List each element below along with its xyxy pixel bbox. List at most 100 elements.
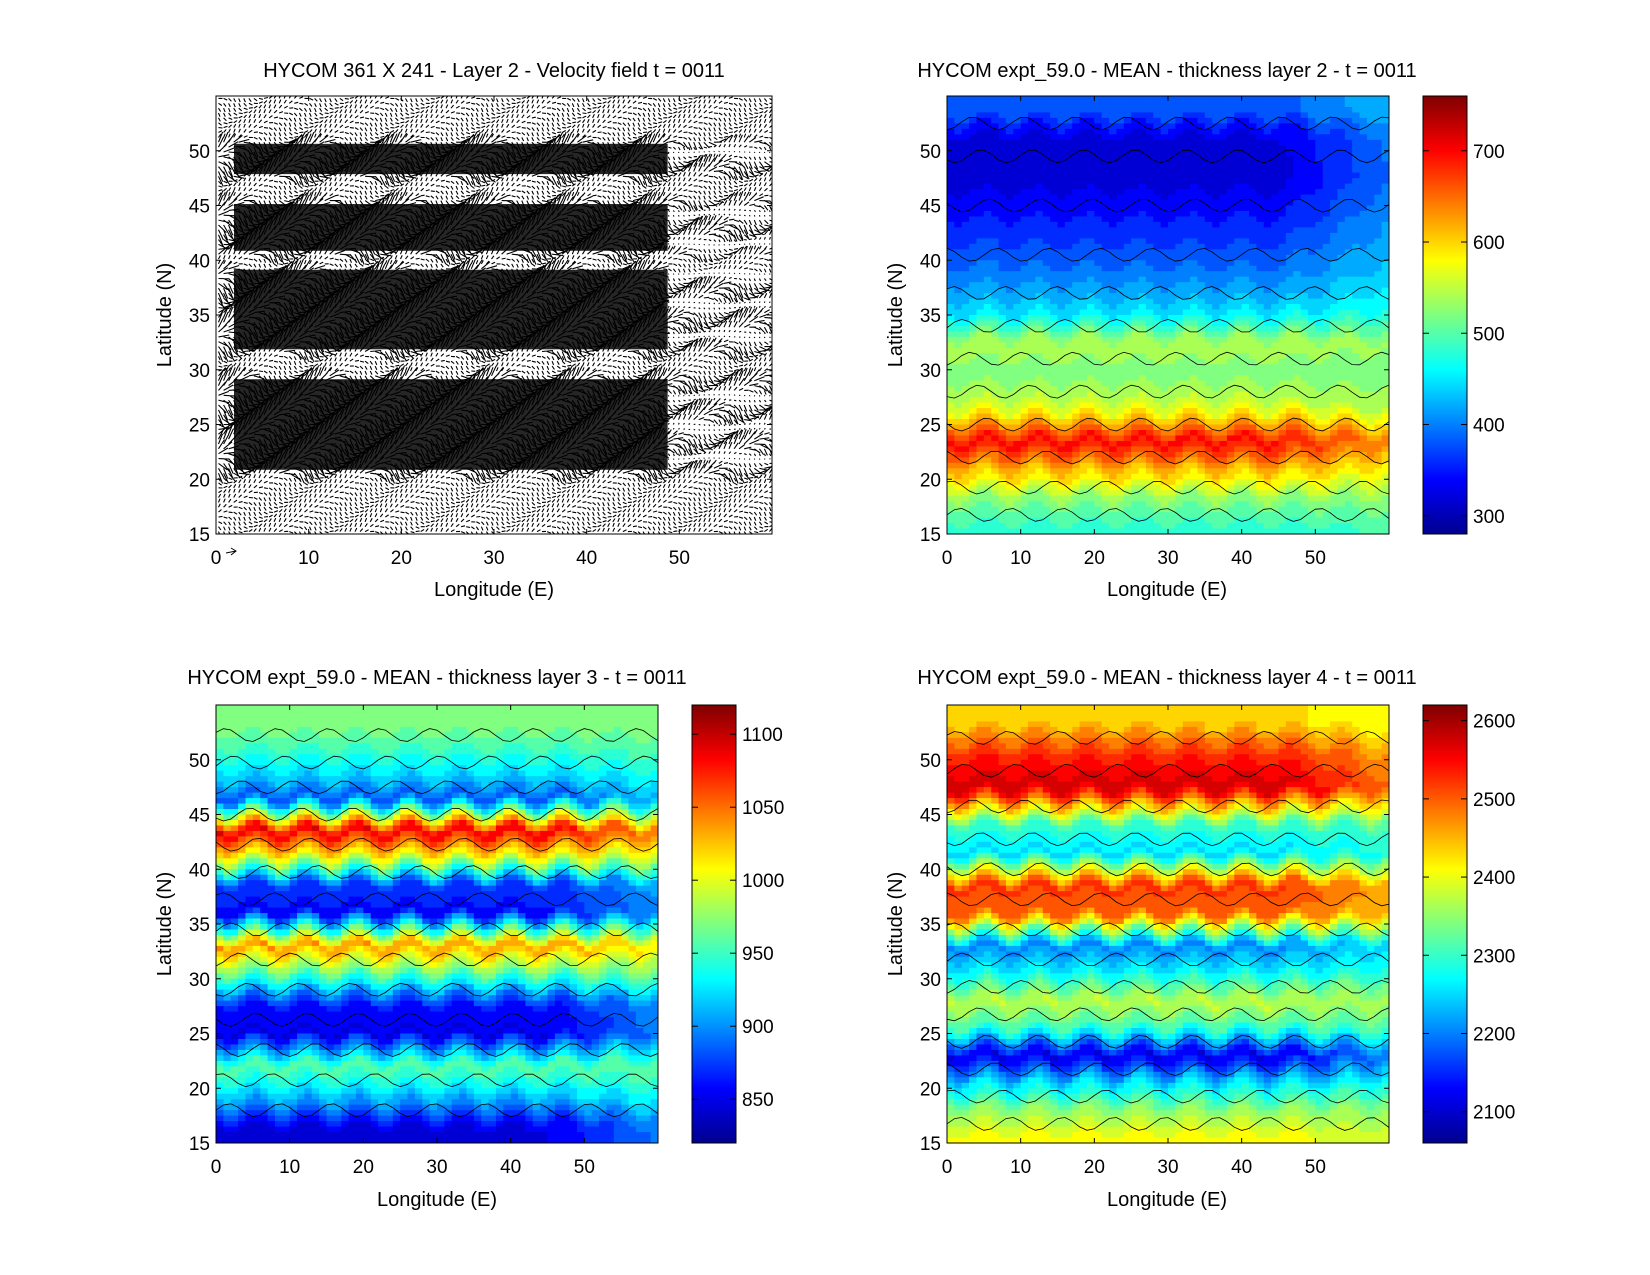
contour-cell [1381,506,1389,513]
contour-cell [1145,468,1154,475]
contour-cell [1175,386,1184,393]
contour-cell [1197,358,1206,365]
contour-cell [1168,473,1176,480]
contour-cell [1160,358,1169,365]
contour-cell [961,353,970,360]
contour-cell [1234,216,1243,223]
contour-cell [1094,112,1103,119]
contour-cell [1028,117,1036,124]
contour-cell [983,150,992,157]
contour-cell [1241,112,1250,119]
contour-cell [1028,167,1036,174]
contour-cell [991,254,1000,261]
contour-cell [991,506,1000,513]
contour-cell [1013,117,1022,124]
contour-cell [1020,265,1029,272]
contour-cell [1337,254,1346,261]
contour-cell [1315,145,1324,152]
contour-cell [983,298,992,305]
contour-cell [1020,347,1029,354]
contour-cell [1131,238,1140,245]
contour-cell [1116,347,1125,354]
contour-cell [1138,128,1147,135]
contour-cell [1064,156,1073,163]
contour-cell [1079,473,1088,480]
contour-cell [1042,402,1051,409]
contour-cell [1307,457,1316,464]
contour-cell [1366,331,1375,338]
contour-cell [1160,134,1169,141]
contour-cell [976,380,985,387]
contour-cell [1005,101,1014,108]
contour-cell [969,200,978,207]
contour-cell [1330,320,1339,327]
contour-cell [1300,424,1309,431]
contour-cell [1204,287,1213,294]
contour-cell [1278,342,1287,349]
contour-cell [954,243,963,250]
contour-cell [1249,397,1257,404]
contour-cell [1028,183,1036,190]
contour-cell [1050,391,1059,398]
contour-cell [1249,490,1257,497]
contour-cell [451,705,460,712]
colorbar-tick-label: 600 [1473,233,1505,254]
contour-cell [1013,457,1022,464]
contour-cell [1344,101,1353,108]
contour-cell [1064,298,1073,305]
contour-cell [1094,440,1103,447]
contour-cell [1197,156,1206,163]
contour-cell [1381,331,1389,338]
contour-cell [1042,440,1051,447]
contour-cell [1381,112,1389,119]
contour-cell [1234,134,1243,141]
contour-cell [969,364,978,371]
contour-cell [954,490,963,497]
contour-cell [1190,397,1199,404]
contour-cell [991,468,1000,475]
contour-cell [961,402,970,409]
contour-cell [1013,134,1022,141]
contour-cell [1153,320,1162,327]
contour-cell [1182,150,1191,157]
contour-cell [1366,347,1375,354]
contour-cell [1160,391,1169,398]
x-tick-label: 30 [1157,548,1178,569]
contour-cell [1271,369,1280,376]
contour-cell [1020,336,1029,343]
contour-cell [1263,315,1272,322]
contour-cell [1381,523,1389,530]
contour-cell [1175,484,1184,491]
contour-cell [1307,440,1316,447]
contour-cell [1145,380,1154,387]
contour-cell [1168,287,1176,294]
contour-cell [1381,178,1389,185]
contour-cell [1042,495,1051,502]
contour-cell [1219,145,1228,152]
contour-cell [1337,440,1346,447]
contour-cell [1256,254,1265,261]
contour-cell [1101,419,1110,426]
contour-cell [1256,309,1265,316]
contour-cell [1064,386,1073,393]
contour-cell [1123,298,1132,305]
contour-cell [1101,210,1110,218]
contour-cell [991,293,1000,300]
contour-cell [1197,512,1206,519]
contour-cell [1064,325,1073,333]
contour-cell [1168,440,1176,447]
contour-cell [1381,484,1389,491]
contour-cell [1293,523,1302,530]
contour-cell [1381,210,1389,218]
contour-cell [1352,495,1361,502]
contour-cell [1374,325,1383,333]
contour-cell [1212,232,1221,239]
contour-cell [1285,128,1294,135]
contour-cell [1219,408,1228,415]
contour-cell [1330,282,1339,289]
contour-cell [1035,501,1044,508]
contour-cell [1020,221,1029,228]
contour-cell [1013,101,1022,108]
contour-cell [1212,112,1221,119]
contour-cell [1263,490,1272,497]
